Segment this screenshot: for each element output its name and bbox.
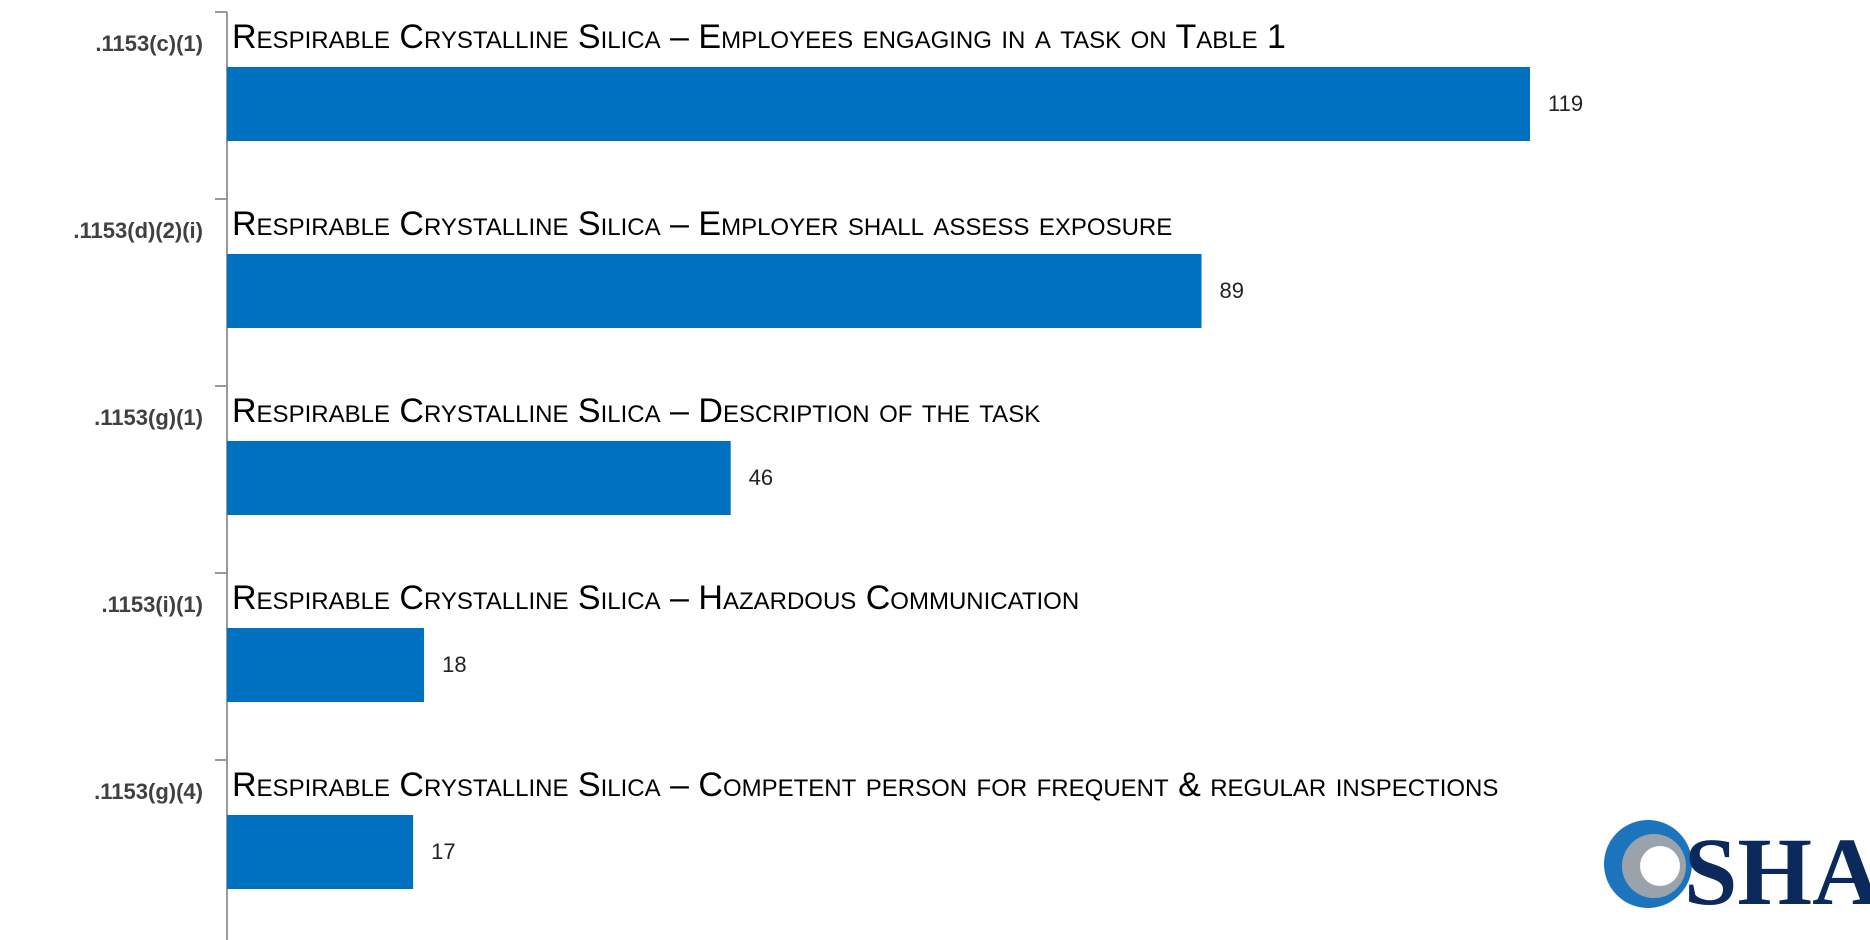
logo-text: SHA — [1684, 818, 1870, 925]
bar-description: Respirable Crystalline Silica – Hazardou… — [232, 579, 1079, 617]
category-label: .1153(d)(2)(i) — [73, 218, 203, 243]
bar-description: Respirable Crystalline Silica – Descript… — [232, 392, 1040, 430]
value-label: 119 — [1548, 91, 1583, 116]
value-label: 89 — [1220, 278, 1244, 303]
category-label: .1153(g)(1) — [94, 405, 203, 430]
logo: SHA — [1604, 818, 1870, 925]
bar — [227, 815, 414, 889]
value-label: 18 — [442, 652, 466, 677]
category-label: .1153(i)(1) — [102, 592, 204, 617]
value-label: 17 — [431, 839, 455, 864]
logo-core — [1640, 846, 1680, 886]
bar-description: Respirable Crystalline Silica – Competen… — [232, 766, 1498, 804]
bar-description: Respirable Crystalline Silica – Employer… — [232, 205, 1172, 243]
category-label: .1153(c)(1) — [95, 31, 203, 56]
bar-description: Respirable Crystalline Silica – Employee… — [232, 18, 1286, 56]
bar — [227, 67, 1530, 141]
value-label: 46 — [749, 465, 773, 490]
bar — [227, 628, 425, 702]
bar — [227, 441, 731, 515]
category-label: .1153(g)(4) — [94, 779, 203, 804]
bar — [227, 254, 1202, 328]
